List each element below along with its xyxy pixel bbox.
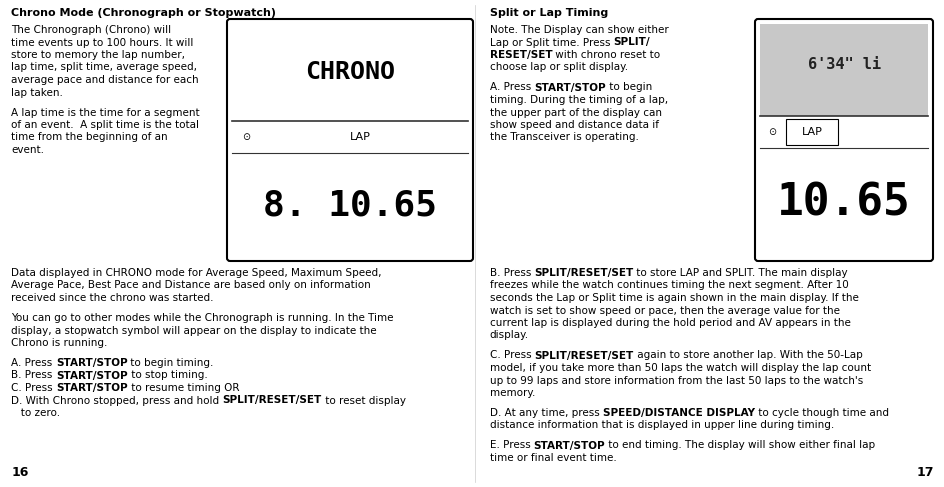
Text: store to memory the lap number,: store to memory the lap number, — [11, 50, 185, 60]
Text: to store LAP and SPLIT. The main display: to store LAP and SPLIT. The main display — [632, 268, 847, 278]
Text: 10.65: 10.65 — [776, 182, 910, 225]
Text: freezes while the watch continues timing the next segment. After 10: freezes while the watch continues timing… — [489, 281, 848, 291]
Text: average pace and distance for each: average pace and distance for each — [11, 75, 199, 85]
Text: time from the beginning of an: time from the beginning of an — [11, 132, 168, 143]
Text: distance information that is displayed in upper line during timing.: distance information that is displayed i… — [489, 420, 833, 431]
Text: 17: 17 — [915, 466, 933, 479]
Text: memory.: memory. — [489, 388, 534, 398]
Text: You can go to other modes while the Chronograph is running. In the Time: You can go to other modes while the Chro… — [11, 313, 394, 323]
Text: SPLIT/RESET/SET: SPLIT/RESET/SET — [223, 395, 322, 406]
Text: to resume timing OR: to resume timing OR — [127, 383, 239, 393]
Text: model, if you take more than 50 laps the watch will display the lap count: model, if you take more than 50 laps the… — [489, 363, 869, 373]
Text: timing. During the timing of a lap,: timing. During the timing of a lap, — [489, 95, 666, 105]
Text: current lap is displayed during the hold period and AV appears in the: current lap is displayed during the hold… — [489, 318, 850, 328]
Text: time or final event time.: time or final event time. — [489, 453, 615, 463]
Text: Note. The Display can show either: Note. The Display can show either — [489, 25, 667, 35]
Text: B. Press: B. Press — [11, 371, 56, 380]
Text: START/STOP: START/STOP — [533, 441, 604, 450]
Text: to stop timing.: to stop timing. — [127, 371, 207, 380]
Text: choose lap or split display.: choose lap or split display. — [489, 62, 627, 73]
Text: The Chronograph (Chrono) will: The Chronograph (Chrono) will — [11, 25, 171, 35]
Text: lap taken.: lap taken. — [11, 88, 63, 97]
Bar — [759, 24, 927, 116]
Text: the Transceiver is operating.: the Transceiver is operating. — [489, 132, 638, 143]
Text: the upper part of the display can: the upper part of the display can — [489, 108, 661, 117]
Text: START/STOP: START/STOP — [56, 371, 127, 380]
Text: to begin timing.: to begin timing. — [127, 358, 213, 368]
Text: SPLIT/RESET/SET: SPLIT/RESET/SET — [533, 268, 632, 278]
Text: D. With Chrono stopped, press and hold: D. With Chrono stopped, press and hold — [11, 395, 223, 406]
Text: Data displayed in CHRONO mode for Average Speed, Maximum Speed,: Data displayed in CHRONO mode for Averag… — [11, 268, 381, 278]
Text: SPLIT/: SPLIT/ — [613, 37, 649, 48]
Text: ⊙: ⊙ — [767, 127, 775, 137]
Text: of an event.  A split time is the total: of an event. A split time is the total — [11, 120, 199, 130]
Text: to end timing. The display will show either final lap: to end timing. The display will show eit… — [604, 441, 874, 450]
Text: LAP: LAP — [349, 132, 370, 142]
Text: Chrono Mode (Chronograph or Stopwatch): Chrono Mode (Chronograph or Stopwatch) — [11, 8, 276, 18]
Text: time events up to 100 hours. It will: time events up to 100 hours. It will — [11, 37, 194, 48]
Bar — [785, 119, 837, 145]
Text: E. Press: E. Press — [489, 441, 533, 450]
Text: ⊙: ⊙ — [242, 132, 250, 142]
Text: CHRONO: CHRONO — [305, 59, 395, 84]
Text: received since the chrono was started.: received since the chrono was started. — [11, 293, 213, 303]
Text: START/STOP: START/STOP — [533, 82, 605, 93]
Text: 6'34" li: 6'34" li — [806, 57, 880, 72]
Text: display.: display. — [489, 331, 528, 340]
Text: 16: 16 — [11, 466, 28, 479]
Text: event.: event. — [11, 145, 44, 155]
Text: seconds the Lap or Split time is again shown in the main display. If the: seconds the Lap or Split time is again s… — [489, 293, 857, 303]
Text: lap time, split time, average speed,: lap time, split time, average speed, — [11, 62, 197, 73]
Text: RESET/SET: RESET/SET — [489, 50, 551, 60]
Text: SPLIT/RESET/SET: SPLIT/RESET/SET — [533, 351, 633, 360]
FancyBboxPatch shape — [754, 19, 932, 261]
FancyBboxPatch shape — [227, 19, 473, 261]
Text: to zero.: to zero. — [11, 408, 60, 418]
Text: LAP: LAP — [801, 127, 821, 137]
Text: C. Press: C. Press — [489, 351, 533, 360]
Text: with chrono reset to: with chrono reset to — [551, 50, 660, 60]
Text: display, a stopwatch symbol will appear on the display to indicate the: display, a stopwatch symbol will appear … — [11, 325, 377, 336]
Text: A. Press: A. Press — [11, 358, 56, 368]
Text: up to 99 laps and store information from the last 50 laps to the watch's: up to 99 laps and store information from… — [489, 375, 862, 386]
Text: START/STOP: START/STOP — [56, 358, 127, 368]
Text: to reset display: to reset display — [322, 395, 406, 406]
Text: START/STOP: START/STOP — [56, 383, 127, 393]
Text: to cycle though time and: to cycle though time and — [753, 408, 887, 418]
Text: watch is set to show speed or pace, then the average value for the: watch is set to show speed or pace, then… — [489, 305, 838, 316]
Text: A. Press: A. Press — [489, 82, 533, 93]
Text: B. Press: B. Press — [489, 268, 533, 278]
Text: C. Press: C. Press — [11, 383, 56, 393]
Text: Chrono is running.: Chrono is running. — [11, 338, 108, 348]
Text: Average Pace, Best Pace and Distance are based only on information: Average Pace, Best Pace and Distance are… — [11, 281, 371, 291]
Text: Split or Lap Timing: Split or Lap Timing — [489, 8, 607, 18]
Text: D. At any time, press: D. At any time, press — [489, 408, 602, 418]
Text: show speed and distance data if: show speed and distance data if — [489, 120, 658, 130]
Text: SPEED/DISTANCE DISPLAY: SPEED/DISTANCE DISPLAY — [602, 408, 753, 418]
Text: to begin: to begin — [605, 82, 651, 93]
Text: again to store another lap. With the 50-Lap: again to store another lap. With the 50-… — [633, 351, 862, 360]
Text: Lap or Split time. Press: Lap or Split time. Press — [489, 37, 613, 48]
Text: A lap time is the time for a segment: A lap time is the time for a segment — [11, 108, 200, 117]
Text: 8. 10.65: 8. 10.65 — [262, 188, 436, 223]
